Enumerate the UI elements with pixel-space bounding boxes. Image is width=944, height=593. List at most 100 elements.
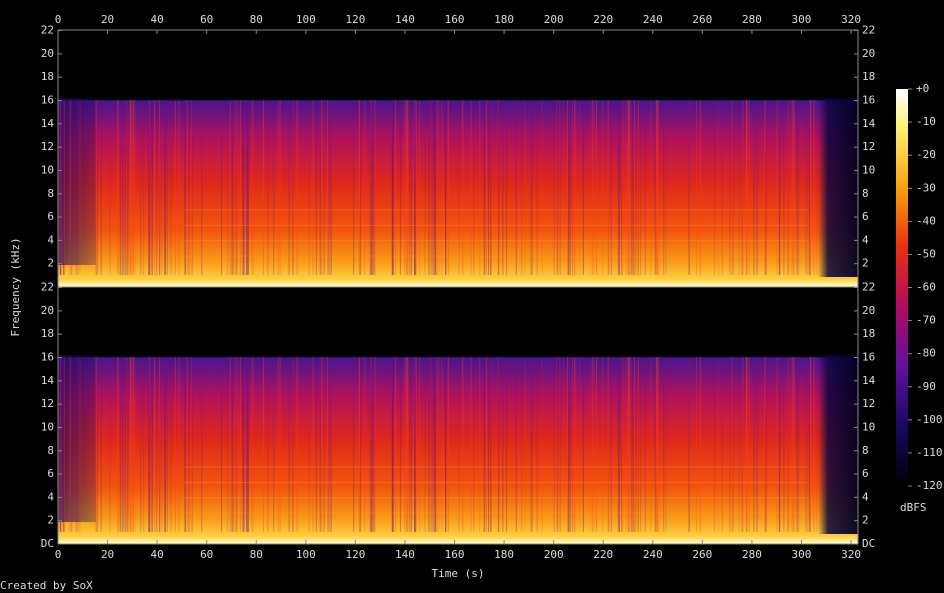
x-tick-label: 40 [151, 13, 164, 26]
x-tick-label: 140 [395, 13, 415, 26]
y-tick-label: 6 [862, 210, 869, 223]
y-tick-label: 18 [41, 70, 54, 83]
y-tick-label: 6 [862, 467, 869, 480]
y-tick-label: 6 [47, 210, 54, 223]
x-tick-label: 180 [494, 548, 514, 561]
y-tick-label: 8 [862, 444, 869, 457]
colorbar-tick-label: -110 [916, 446, 943, 459]
y-tick-label: 8 [862, 187, 869, 200]
y-tick-label: 16 [862, 351, 875, 364]
y-tick-label: 20 [862, 304, 875, 317]
x-tick-label: 300 [792, 13, 812, 26]
y-tick-label: 8 [47, 187, 54, 200]
y-tick-label: DC [862, 537, 875, 550]
plot-frame [57, 286, 859, 545]
spectrum-lead [58, 355, 96, 522]
colorbar-tick-label: -20 [916, 148, 936, 161]
spectrum-fill [58, 287, 858, 544]
y-tick-label: 10 [862, 163, 875, 176]
y-tick-label: 20 [41, 304, 54, 317]
y-tick-label: 2 [47, 514, 54, 527]
x-tick-label: 60 [200, 13, 213, 26]
y-tick-label: 14 [41, 117, 55, 130]
y-axis-title: Frequency (kHz) [9, 237, 22, 336]
y-tick-label: 4 [862, 233, 869, 246]
y-tick-label: 14 [41, 374, 55, 387]
spectrogram-image [57, 30, 858, 544]
y-tick-label: 16 [41, 351, 54, 364]
y-tick-label: 2 [47, 257, 54, 270]
y-tick-label: 18 [862, 327, 875, 340]
y-tick-label: 18 [41, 327, 54, 340]
x-axis-title: Time (s) [432, 567, 485, 580]
colorbar-tick-label: -30 [916, 181, 936, 194]
x-tick-label: 160 [445, 548, 465, 561]
y-tick-label: 22 [862, 281, 875, 294]
x-tick-label: 280 [742, 548, 762, 561]
y-tick-label: 12 [862, 397, 875, 410]
colorbar-tick-label: -60 [916, 281, 936, 294]
colorbar-tick-label: -50 [916, 247, 936, 260]
y-tick-label: 14 [862, 374, 876, 387]
y-tick-label: 16 [862, 94, 875, 107]
y-tick-label: 22 [862, 24, 875, 37]
x-tick-label: 0 [55, 548, 62, 561]
y-tick-label: 22 [41, 281, 54, 294]
y-tick-label: 10 [41, 163, 54, 176]
y-tick-label: 12 [41, 140, 54, 153]
x-tick-label: 140 [395, 548, 415, 561]
y-tick-label: 22 [41, 24, 54, 37]
y-tick-label: 18 [862, 70, 875, 83]
y-tick-label: 10 [862, 420, 875, 433]
y-tick-label: 20 [41, 47, 54, 60]
colorbar-tick-label: -40 [916, 214, 936, 227]
y-tick-label: 16 [41, 94, 54, 107]
x-tick-label: 300 [792, 548, 812, 561]
x-tick-label: 200 [544, 13, 564, 26]
x-tick-label: 320 [841, 548, 861, 561]
spectrum-lead [58, 98, 96, 265]
x-tick-label: 240 [643, 548, 663, 561]
colorbar-tick-label: -80 [916, 347, 936, 360]
spectrum-fill [58, 30, 858, 287]
x-tick-label: 100 [296, 548, 316, 561]
y-tick-label: 6 [47, 467, 54, 480]
x-tick-label: 200 [544, 548, 564, 561]
colorbar-tick-label: +0 [916, 82, 929, 95]
x-tick-label: 40 [151, 548, 164, 561]
colorbar-tick-label: -90 [916, 380, 936, 393]
x-tick-label: 240 [643, 13, 663, 26]
x-tick-label: 0 [55, 13, 62, 26]
x-tick-label: 280 [742, 13, 762, 26]
y-tick-label: 8 [47, 444, 54, 457]
footer: Created by SoX [0, 579, 93, 592]
x-tick-label: 100 [296, 13, 316, 26]
y-tick-label: 12 [862, 140, 875, 153]
x-tick-label: 60 [200, 548, 213, 561]
y-tick-label: 4 [862, 490, 869, 503]
x-tick-label: 80 [250, 13, 263, 26]
colorbar-tick-label: -70 [916, 314, 936, 327]
y-tick-label: 2 [862, 514, 869, 527]
x-tick-label: 220 [593, 13, 613, 26]
y-tick-label: 20 [862, 47, 875, 60]
x-tick-label: 220 [593, 548, 613, 561]
colorbar-label: dBFS [900, 501, 927, 514]
x-tick-label: 180 [494, 13, 514, 26]
x-tick-label: 120 [345, 13, 365, 26]
x-tick-label: 260 [692, 548, 712, 561]
x-tick-label: 160 [445, 13, 465, 26]
y-tick-label: 10 [41, 420, 54, 433]
spectrum-fade [818, 355, 858, 534]
x-tick-label: 80 [250, 548, 263, 561]
y-tick-label: 4 [47, 233, 54, 246]
y-tick-label: 12 [41, 397, 54, 410]
y-tick-label: 4 [47, 490, 54, 503]
y-tick-label: 14 [862, 117, 876, 130]
spectrum-fade [818, 98, 858, 277]
colorbar-tick-label: -120 [916, 479, 943, 492]
x-tick-label: 120 [345, 548, 365, 561]
x-tick-label: 20 [101, 13, 114, 26]
colorbar-tick-label: -100 [916, 413, 943, 426]
